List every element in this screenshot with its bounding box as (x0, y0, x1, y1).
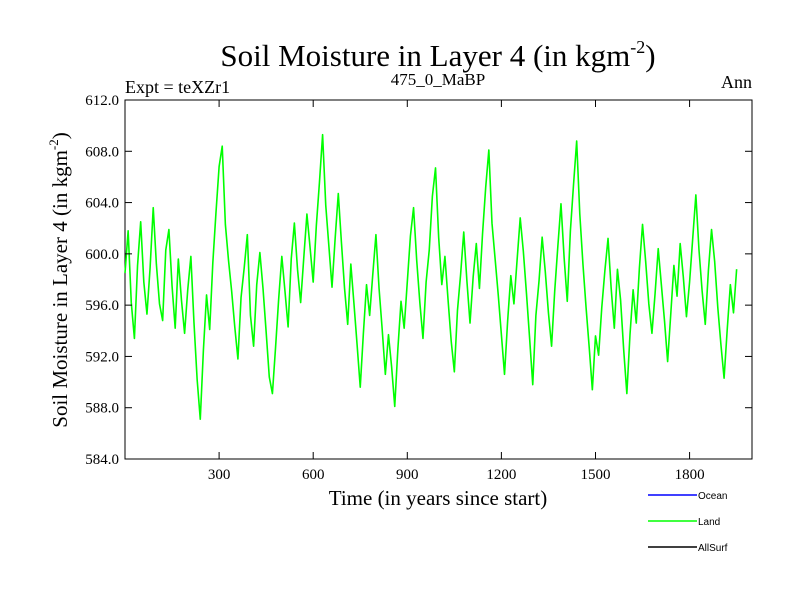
y-tick-label: 588.0 (85, 401, 119, 417)
y-axis-label-text: Soil Moisture in Layer 4 (in kgm (48, 150, 72, 428)
chart-title-superscript: -2 (630, 37, 645, 57)
x-axis-ticks: 300 600 900 1200 1500 1800 (208, 100, 705, 483)
x-tick-label: 1200 (486, 467, 516, 483)
x-tick-label: 300 (208, 467, 231, 483)
subtitle-right: Ann (721, 72, 752, 92)
legend: Ocean Land AllSurf (648, 491, 728, 554)
y-tick-label: 584.0 (85, 452, 119, 468)
legend-label-allsurf: AllSurf (698, 543, 728, 554)
x-tick-label: 600 (302, 467, 325, 483)
y-tick-label: 604.0 (85, 196, 119, 212)
x-tick-label: 1500 (580, 467, 610, 483)
y-tick-label: 600.0 (85, 247, 119, 263)
plot-frame (124, 99, 753, 460)
x-tick-label: 900 (396, 467, 419, 483)
x-axis-label: Time (in years since start) (329, 486, 548, 510)
subtitle-center: 475_0_MaBP (391, 70, 485, 89)
legend-label-land: Land (698, 517, 720, 528)
y-axis-label-superscript: -2 (46, 139, 61, 150)
y-axis-label: Soil Moisture in Layer 4 (in kgm-2) (46, 132, 72, 427)
y-axis-ticks: 584.0 588.0 592.0 596.0 600.0 604.0 608.0 612.0 (85, 93, 752, 468)
chart-title-text: Soil Moisture in Layer 4 (in kgm (220, 38, 630, 73)
chart-title: Soil Moisture in Layer 4 (in kgm-2) (220, 37, 655, 73)
y-tick-label: 592.0 (85, 349, 119, 365)
series-line-land (124, 133, 738, 421)
y-tick-label: 612.0 (85, 93, 119, 109)
x-tick-label: 1800 (675, 467, 705, 483)
legend-label-ocean: Ocean (698, 491, 727, 502)
y-tick-label: 596.0 (85, 298, 119, 314)
y-tick-label: 608.0 (85, 144, 119, 160)
chart-title-close: ) (645, 38, 655, 73)
y-axis-label-close: ) (48, 132, 72, 139)
series-group (124, 133, 738, 421)
subtitle-left: Expt = teXZr1 (125, 77, 230, 97)
